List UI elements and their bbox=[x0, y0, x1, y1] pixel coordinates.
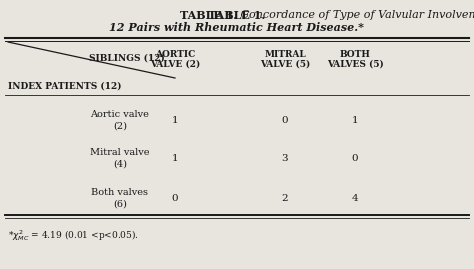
Text: 1: 1 bbox=[352, 116, 358, 125]
Text: MITRAL: MITRAL bbox=[264, 50, 306, 59]
Text: 0: 0 bbox=[282, 116, 288, 125]
Text: (2): (2) bbox=[113, 122, 127, 131]
Text: SIBLINGS (12): SIBLINGS (12) bbox=[89, 54, 165, 63]
Text: 1: 1 bbox=[172, 154, 178, 163]
Text: 12 Pairs with Rheumatic Heart Disease.*: 12 Pairs with Rheumatic Heart Disease.* bbox=[109, 22, 365, 33]
Text: BOTH: BOTH bbox=[339, 50, 371, 59]
Text: Concordance of Type of Valvular Involvement in the: Concordance of Type of Valvular Involvem… bbox=[237, 10, 474, 20]
Text: 0: 0 bbox=[352, 154, 358, 163]
Text: *$\chi^2_{\mathit{MC}}$ = 4.19 (0.01 <p<0.05).: *$\chi^2_{\mathit{MC}}$ = 4.19 (0.01 <p<… bbox=[8, 228, 139, 243]
Text: 2: 2 bbox=[282, 194, 288, 203]
Text: VALVE (2): VALVE (2) bbox=[150, 60, 200, 69]
Text: Mitral valve: Mitral valve bbox=[90, 148, 150, 157]
Text: AORTIC: AORTIC bbox=[155, 50, 195, 59]
Text: (6): (6) bbox=[113, 200, 127, 209]
Text: 3: 3 bbox=[282, 154, 288, 163]
Text: (4): (4) bbox=[113, 160, 127, 169]
Text: VALVE (5): VALVE (5) bbox=[260, 60, 310, 69]
Text: 4: 4 bbox=[352, 194, 358, 203]
Text: TABLE 1.: TABLE 1. bbox=[209, 10, 265, 21]
Text: Both valves: Both valves bbox=[91, 188, 148, 197]
Text: 1: 1 bbox=[172, 116, 178, 125]
Text: Aortic valve: Aortic valve bbox=[91, 110, 149, 119]
Text: INDEX PATIENTS (12): INDEX PATIENTS (12) bbox=[8, 82, 121, 91]
Text: VALVES (5): VALVES (5) bbox=[327, 60, 383, 69]
Text: 0: 0 bbox=[172, 194, 178, 203]
Text: TABLE 1.: TABLE 1. bbox=[180, 10, 237, 21]
